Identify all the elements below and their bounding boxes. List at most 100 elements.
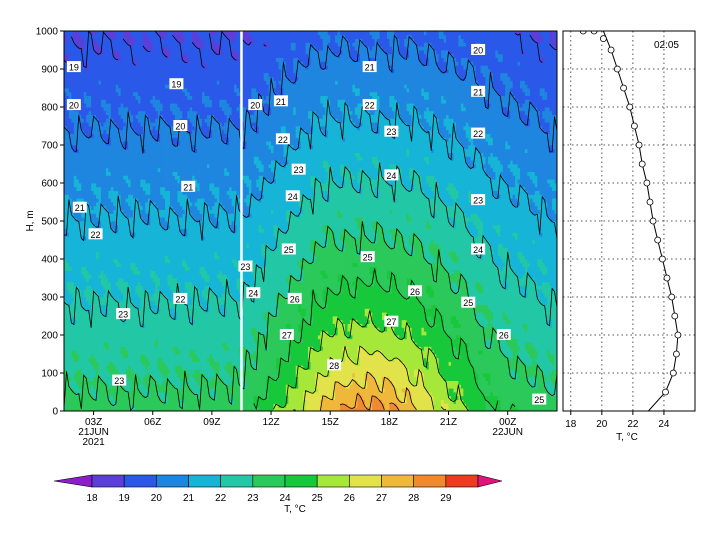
heatmap-cell xyxy=(234,300,237,366)
heatmap-cell xyxy=(211,183,215,195)
heatmap-cell xyxy=(411,281,415,340)
profile-point xyxy=(674,331,682,339)
heatmap-cell xyxy=(431,217,435,241)
heatmap-cell xyxy=(340,50,343,55)
heatmap-cell xyxy=(219,99,223,108)
heatmap-cell xyxy=(421,95,425,127)
heatmap-cell xyxy=(310,323,314,347)
heatmap-cell xyxy=(549,354,553,362)
x-tick-label: 06Z xyxy=(144,417,161,428)
heatmap-cell xyxy=(431,262,435,290)
heatmap-cell xyxy=(253,31,257,89)
heatmap-cell xyxy=(497,53,501,62)
heatmap-cell xyxy=(522,80,526,93)
heatmap-cell xyxy=(406,103,410,112)
heatmap-cell xyxy=(170,205,173,275)
heatmap-cell xyxy=(500,259,504,271)
heatmap-cell xyxy=(182,61,186,89)
heatmap-cell xyxy=(113,57,117,123)
heatmap-cell xyxy=(263,110,267,180)
heatmap-cell xyxy=(197,31,200,36)
colorbar-cell xyxy=(316,474,350,488)
heatmap-cell xyxy=(515,274,518,340)
heatmap-cell xyxy=(391,110,395,119)
heatmap-cell xyxy=(312,194,316,241)
heatmap-cell xyxy=(490,167,494,180)
heatmap-cell xyxy=(468,190,472,203)
heatmap-cell xyxy=(125,202,129,218)
heatmap-cell xyxy=(115,84,119,93)
heatmap-cell xyxy=(409,179,412,191)
heatmap-cell xyxy=(261,171,265,176)
heatmap-cell xyxy=(352,84,356,93)
contour-line xyxy=(172,34,188,63)
heatmap-cell xyxy=(160,114,163,188)
heatmap-cell xyxy=(243,217,247,283)
heatmap-cell xyxy=(202,308,205,374)
heatmap-cell xyxy=(76,221,80,286)
heatmap-cell xyxy=(330,114,334,169)
heatmap-cell xyxy=(396,289,400,336)
heatmap-cell xyxy=(327,335,331,359)
heatmap-cell xyxy=(170,103,173,112)
heatmap-cell xyxy=(468,202,472,218)
heatmap-cell xyxy=(433,262,437,279)
heatmap-cell xyxy=(463,342,467,404)
heatmap-cell xyxy=(91,354,94,366)
heatmap-cell xyxy=(529,171,533,180)
heatmap-cell xyxy=(157,395,161,411)
heatmap-cell xyxy=(120,129,124,210)
heatmap-cell xyxy=(458,327,462,336)
heatmap-cell xyxy=(263,72,267,81)
colorbar-tick-label: 27 xyxy=(376,493,388,504)
heatmap-cell xyxy=(206,205,210,275)
heatmap-cell xyxy=(216,80,220,85)
heatmap-cell xyxy=(473,164,477,169)
heatmap-cell xyxy=(275,243,279,248)
svg-text:23: 23 xyxy=(114,376,124,386)
y-tick-label: 700 xyxy=(41,141,58,152)
heatmap-cell xyxy=(199,221,203,267)
heatmap-cell xyxy=(327,34,331,43)
heatmap-cell xyxy=(73,361,77,374)
heatmap-cell xyxy=(263,399,267,411)
heatmap-cell xyxy=(369,34,373,51)
heatmap-cell xyxy=(473,202,477,214)
heatmap-cell xyxy=(465,156,469,165)
heatmap-cell xyxy=(374,350,378,381)
heatmap-cell xyxy=(216,84,220,123)
svg-text:22: 22 xyxy=(365,101,375,111)
heatmap-cell xyxy=(209,129,213,138)
heatmap-cell xyxy=(100,137,104,207)
heatmap-cell xyxy=(157,34,161,100)
heatmap-cell xyxy=(192,217,196,286)
heatmap-cell xyxy=(539,369,543,411)
heatmap-cell xyxy=(147,224,151,294)
heatmap-cell xyxy=(71,323,75,351)
heatmap-cell xyxy=(86,137,90,203)
heatmap-cell xyxy=(372,91,375,100)
heatmap-cell xyxy=(379,164,383,226)
heatmap-cell xyxy=(162,293,166,362)
heatmap-cell xyxy=(298,323,302,332)
heatmap-cell xyxy=(426,156,430,165)
heatmap-cell xyxy=(448,251,452,256)
heatmap-cell xyxy=(468,145,472,157)
heatmap-cell xyxy=(68,376,72,381)
heatmap-cell xyxy=(362,281,366,328)
heatmap-cell xyxy=(86,312,90,378)
heatmap-cell xyxy=(308,361,311,370)
heatmap-cell xyxy=(487,103,491,108)
heatmap-cell xyxy=(86,281,90,286)
heatmap-cell xyxy=(401,236,405,298)
x-tick-year: 2021 xyxy=(82,437,105,448)
heatmap-cell xyxy=(103,293,107,305)
heatmap-cell xyxy=(534,357,538,362)
svg-text:19: 19 xyxy=(69,63,79,73)
heatmap-cell xyxy=(226,346,230,351)
heatmap-cell xyxy=(389,247,393,271)
heatmap-cell xyxy=(418,240,422,302)
heatmap-cell xyxy=(236,95,240,108)
heatmap-cell xyxy=(409,34,412,104)
heatmap-cell xyxy=(310,262,314,290)
